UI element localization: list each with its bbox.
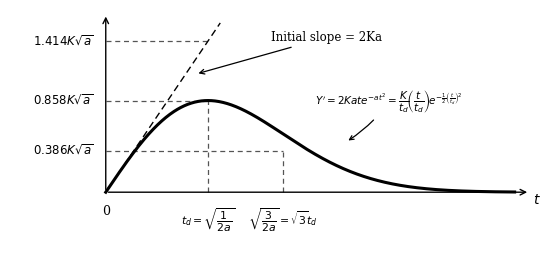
Text: $Y'=2Kate^{-at^2}=\dfrac{K}{t_d}\!\left(\dfrac{t}{t_d}\right)\!e^{-\frac{1}{2}\l: $Y'=2Kate^{-at^2}=\dfrac{K}{t_d}\!\left(… <box>315 88 462 140</box>
Text: $0.386K\sqrt{a}$: $0.386K\sqrt{a}$ <box>33 144 93 158</box>
Text: $t$: $t$ <box>533 193 541 207</box>
Text: $1.414K\sqrt{a}$: $1.414K\sqrt{a}$ <box>33 34 93 48</box>
Text: Initial slope = 2Ka: Initial slope = 2Ka <box>200 31 382 74</box>
Text: $t_d = \sqrt{\dfrac{1}{2a}}$: $t_d = \sqrt{\dfrac{1}{2a}}$ <box>181 206 235 234</box>
Text: $\sqrt{\dfrac{3}{2a}} = \sqrt{3}t_d$: $\sqrt{\dfrac{3}{2a}} = \sqrt{3}t_d$ <box>248 206 318 234</box>
Text: 0: 0 <box>102 205 110 218</box>
Text: $0.858K\sqrt{a}$: $0.858K\sqrt{a}$ <box>33 94 93 108</box>
